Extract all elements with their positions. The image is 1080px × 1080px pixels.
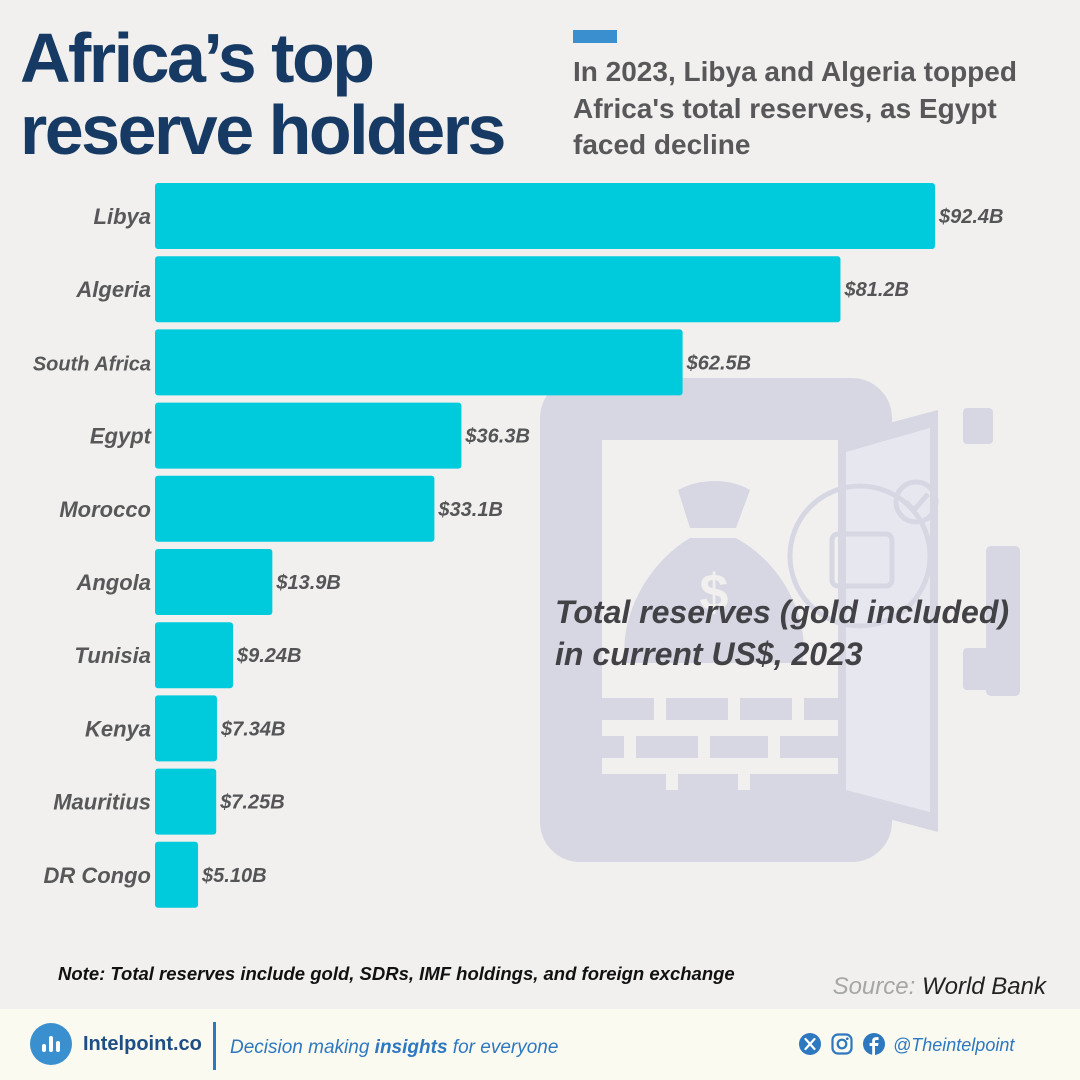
bar-egypt <box>155 402 462 469</box>
data-label: $7.34B <box>220 718 286 740</box>
data-label: $13.9B <box>275 572 341 594</box>
chart-note: Note: Total reserves include gold, SDRs,… <box>58 963 735 984</box>
tagline-pre: Decision making <box>230 1037 375 1058</box>
tagline: Decision making insights for everyone <box>230 1037 558 1059</box>
page-subtitle: In 2023, Libya and Algeria topped Africa… <box>573 56 1017 160</box>
data-label: $62.5B <box>686 352 752 374</box>
page-title: Africa’s top reserve holders <box>20 19 506 169</box>
safe-icon: $ <box>540 378 1020 862</box>
data-label: $81.2B <box>843 279 909 301</box>
category-label: South Africa <box>33 353 151 375</box>
logo-icon[interactable] <box>30 1023 72 1065</box>
bar-mauritius <box>155 768 217 835</box>
bar-tunisia <box>155 622 233 689</box>
brand-link[interactable]: Intelpoint.co <box>83 1033 202 1055</box>
bar-south-africa <box>155 329 683 396</box>
accent-bar <box>573 30 617 43</box>
bar-angola <box>155 549 273 615</box>
source-name: World Bank <box>921 973 1046 1000</box>
data-label: $92.4B <box>938 206 1004 228</box>
bar-algeria <box>155 256 841 323</box>
data-label: $5.10B <box>201 865 267 887</box>
data-label: $36.3B <box>464 426 530 448</box>
category-label: Libya <box>94 204 151 229</box>
svg-text:$: $ <box>700 564 729 622</box>
data-label: $9.24B <box>236 645 302 667</box>
chart-annotation: Total reserves (gold included) in curren… <box>555 594 1010 672</box>
bar-morocco <box>155 475 435 542</box>
tagline-post: for everyone <box>447 1037 559 1058</box>
footer: Intelpoint.co Decision making insights f… <box>0 1009 1080 1080</box>
tagline-bold: insights <box>374 1037 448 1058</box>
data-label: $7.25B <box>219 792 285 814</box>
category-label: Angola <box>75 570 151 595</box>
source-label: Source: <box>832 973 916 1000</box>
instagram-icon[interactable] <box>831 1033 853 1055</box>
x-icon[interactable] <box>799 1033 821 1055</box>
category-label: Morocco <box>59 497 151 522</box>
bar-chart: Libya $92.4B Algeria $81.2B South Africa $62.… <box>33 183 1004 908</box>
social-handle[interactable]: @Theintelpoint <box>893 1035 1015 1055</box>
bar-kenya <box>155 695 217 762</box>
category-label: Algeria <box>75 277 151 302</box>
category-label: Kenya <box>85 716 151 741</box>
footer-divider <box>213 1022 216 1070</box>
bar-libya <box>155 183 935 249</box>
source-credit: Source: World Bank <box>833 973 1046 1001</box>
category-label: Tunisia <box>74 643 151 668</box>
category-label: Mauritius <box>53 790 151 815</box>
category-label: Egypt <box>90 424 153 449</box>
facebook-icon[interactable] <box>863 1033 885 1055</box>
bar-dr-congo <box>155 841 199 908</box>
data-label: $33.1B <box>437 499 503 521</box>
category-label: DR Congo <box>43 863 151 888</box>
